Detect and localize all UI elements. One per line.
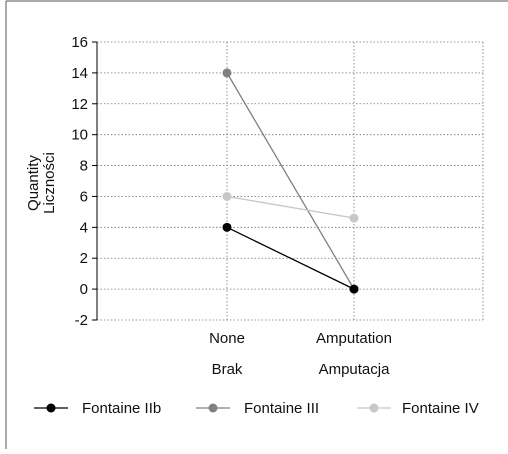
y-tick-label: 12 — [71, 96, 88, 113]
x-tick-label-en: Amputation — [316, 330, 392, 347]
x-tick-label-pl: Amputacja — [319, 361, 391, 378]
x-tick-label-pl: Brak — [212, 361, 243, 378]
series-line — [227, 227, 354, 289]
y-axis-label-line2: Liczności — [41, 152, 58, 214]
data-point — [223, 223, 232, 232]
legend: Fontaine IIb Fontaine III Fontaine IV — [34, 400, 479, 417]
data-point — [350, 285, 359, 294]
y-tick-label: 16 — [71, 34, 88, 51]
legend-label: Fontaine III — [244, 400, 319, 417]
y-tick-label: 10 — [71, 127, 88, 144]
y-tick-label: 14 — [71, 65, 88, 82]
y-tick-label: 0 — [80, 281, 88, 298]
axes: 16 14 12 10 8 6 4 2 0 -2 — [71, 34, 97, 329]
legend-marker — [47, 404, 56, 413]
x-tick-labels: None Brak Amputation Amputacja — [209, 330, 392, 378]
data-point — [350, 214, 359, 223]
series-line — [227, 196, 354, 218]
legend-marker — [370, 404, 379, 413]
y-tick-label: -2 — [75, 312, 88, 329]
y-tick-label: 4 — [80, 219, 88, 236]
x-tick-label-en: None — [209, 330, 245, 347]
legend-label: Fontaine IIb — [82, 400, 161, 417]
data-point — [223, 68, 232, 77]
series-lines — [227, 73, 354, 289]
y-axis-label-line1: Quantity — [25, 155, 42, 211]
y-tick-label: 8 — [80, 158, 88, 175]
y-tick-label: 2 — [80, 250, 88, 267]
data-point — [223, 192, 232, 201]
legend-label: Fontaine IV — [402, 400, 479, 417]
legend-marker — [209, 404, 218, 413]
y-axis-title: Quantity Liczności — [25, 152, 58, 214]
y-tick-label: 6 — [80, 188, 88, 205]
series-line — [227, 73, 354, 289]
